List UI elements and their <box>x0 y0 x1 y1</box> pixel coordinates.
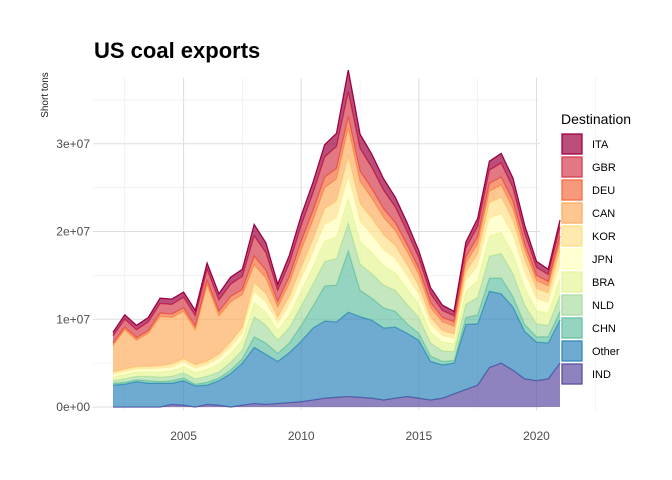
legend-swatch-ind <box>561 363 583 385</box>
legend: Destination ITA GBR DEU CAN KOR JPN BRA NLD CHN O… <box>561 111 631 385</box>
area-other <box>113 291 560 407</box>
legend-swatch-nld <box>561 294 583 316</box>
legend-swatch-can <box>561 202 583 224</box>
legend-label-bra: BRA <box>592 277 615 289</box>
area-bra <box>113 198 560 381</box>
legend-label-can: CAN <box>592 208 615 220</box>
x-tick-label: 2010 <box>288 429 315 443</box>
legend-label-deu: DEU <box>592 185 615 197</box>
legend-label-gbr: GBR <box>592 162 616 174</box>
legend-swatch-deu <box>561 179 583 201</box>
legend-swatch-kor <box>561 225 583 247</box>
y-axis-ticks: 0e+00 1e+07 2e+07 3e+07 <box>56 137 90 414</box>
legend-label-other: Other <box>592 346 620 358</box>
area-chn <box>113 250 560 386</box>
legend-label-ind: IND <box>592 369 611 381</box>
area-nld <box>113 222 560 385</box>
legend-title: Destination <box>561 111 631 127</box>
legend-label-nld: NLD <box>592 300 614 312</box>
x-tick-label: 2015 <box>405 429 432 443</box>
y-tick-label: 3e+07 <box>56 137 90 151</box>
area-layers <box>112 69 561 408</box>
legend-label-ita: ITA <box>592 139 609 151</box>
legend-label-jpn: JPN <box>592 254 613 266</box>
area-edge-ita <box>112 69 561 333</box>
area-jpn <box>113 177 560 378</box>
legend-swatch-ita <box>561 133 583 155</box>
legend-swatch-bra <box>561 271 583 293</box>
y-tick-label: 2e+07 <box>56 225 90 239</box>
y-tick-label: 0e+00 <box>56 400 90 414</box>
y-axis-label: Short tons <box>40 72 51 118</box>
chart-title: US coal exports <box>94 38 260 63</box>
y-tick-label: 1e+07 <box>56 312 90 326</box>
x-tick-label: 2020 <box>523 429 550 443</box>
legend-swatch-jpn <box>561 248 583 270</box>
legend-swatch-other <box>561 340 583 362</box>
legend-swatch-gbr <box>561 156 583 178</box>
x-tick-label: 2005 <box>170 429 197 443</box>
legend-label-chn: CHN <box>592 323 616 335</box>
x-axis-ticks: 2005 2010 2015 2020 <box>170 429 550 443</box>
area-can <box>113 128 560 372</box>
legend-swatch-chn <box>561 317 583 339</box>
legend-label-kor: KOR <box>592 231 616 243</box>
